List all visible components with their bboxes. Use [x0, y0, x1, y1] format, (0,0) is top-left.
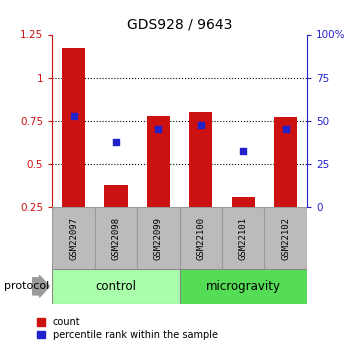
Point [71, 114, 77, 119]
Text: control: control [95, 280, 136, 293]
Text: GSM22097: GSM22097 [69, 217, 78, 259]
Bar [104, 185, 128, 207]
Bar [52, 207, 95, 269]
Title: GDS928 / 9643: GDS928 / 9643 [127, 18, 232, 32]
Bar [264, 207, 307, 269]
Point [156, 127, 161, 132]
Text: microgravity: microgravity [206, 280, 281, 293]
Bar [52, 269, 179, 304]
Bar [62, 48, 85, 207]
Bar [222, 207, 264, 269]
Bar [147, 116, 170, 207]
Bar [179, 269, 307, 304]
Bar [179, 207, 222, 269]
Legend: count, percentile rank within the sample: count, percentile rank within the sample [37, 317, 218, 340]
Text: GSM22100: GSM22100 [196, 217, 205, 259]
Bar [189, 112, 213, 207]
Point [283, 127, 288, 132]
FancyArrow shape [32, 275, 49, 297]
Point [198, 122, 204, 128]
Bar [137, 207, 179, 269]
Text: GSM22101: GSM22101 [239, 217, 248, 259]
Text: protocol: protocol [4, 282, 49, 291]
Text: GSM22098: GSM22098 [112, 217, 121, 259]
Text: GSM22102: GSM22102 [281, 217, 290, 259]
Point [240, 148, 246, 154]
Bar [274, 117, 297, 207]
Point [113, 139, 119, 145]
Text: GSM22099: GSM22099 [154, 217, 163, 259]
Bar [231, 197, 255, 207]
Bar [95, 207, 137, 269]
